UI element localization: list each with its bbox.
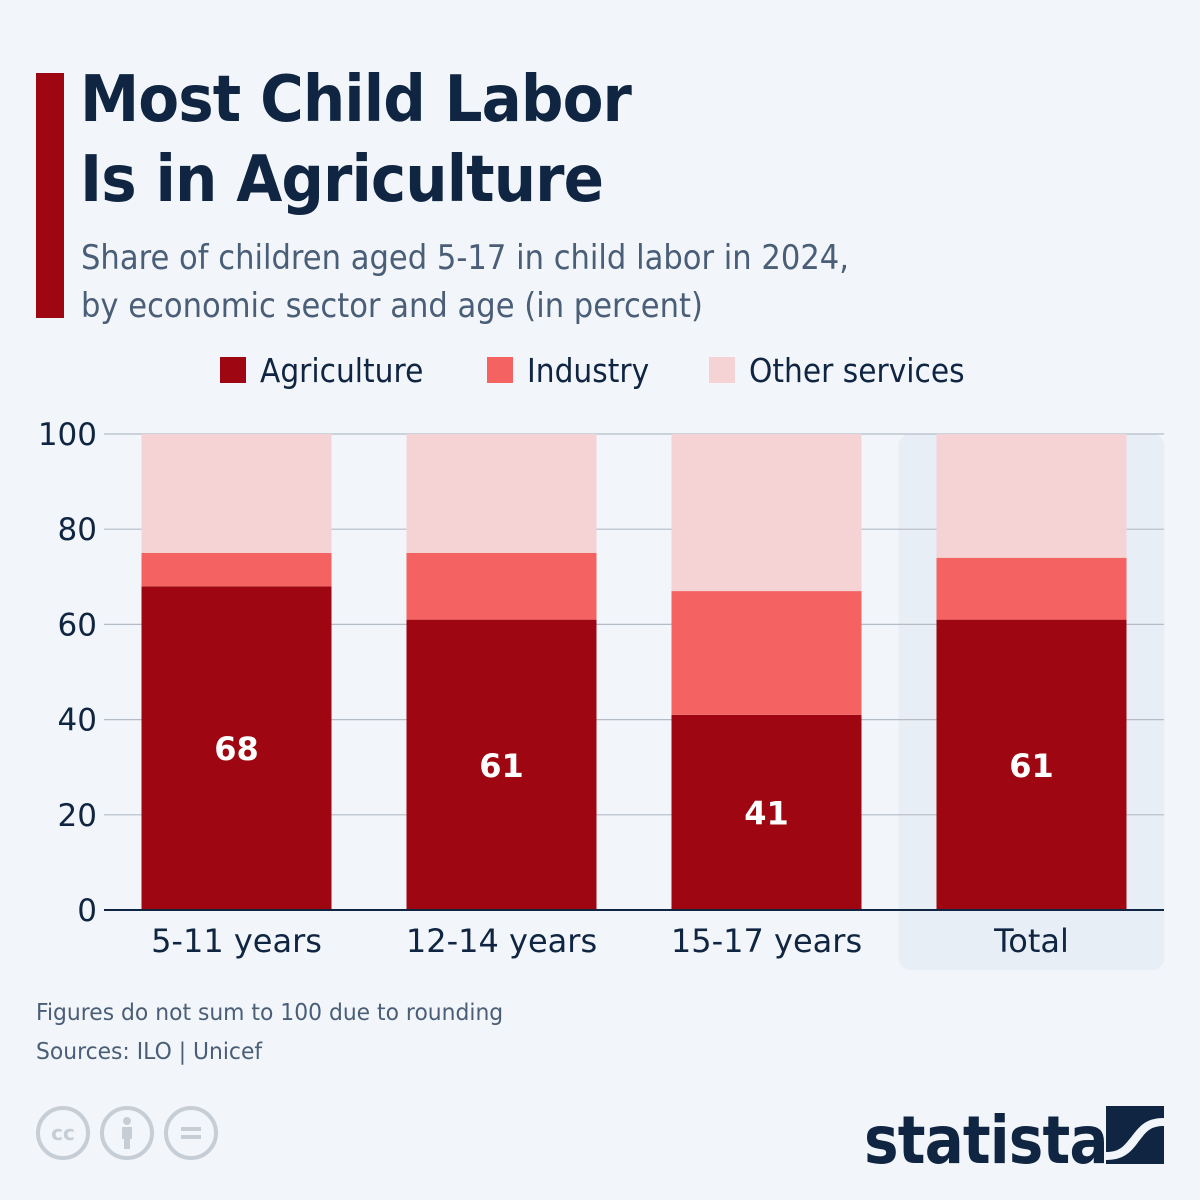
title-accent-bar xyxy=(36,73,64,318)
footnote: Figures do not sum to 100 due to roundin… xyxy=(36,1000,504,1026)
legend-swatch-other-services xyxy=(709,357,736,383)
legend-label: Agriculture xyxy=(260,350,424,390)
bar-segment-industry xyxy=(936,557,1127,620)
statista-logo-icon xyxy=(1106,1106,1164,1164)
chart-title: Most Child Labor Is in Agriculture xyxy=(80,63,632,217)
legend-swatch-industry xyxy=(487,357,514,383)
y-tick-label: 80 xyxy=(58,512,97,548)
bar-segment-other-services xyxy=(141,434,332,553)
y-tick-label: 100 xyxy=(38,417,97,453)
stacked-bar-chart: 0 20 40 60 80 100 68 5-11 years 61 12-14 years 41 1… xyxy=(38,417,1165,970)
y-tick-label: 0 xyxy=(77,893,97,929)
data-label: 61 xyxy=(479,747,524,785)
bar-segment-industry xyxy=(406,553,597,620)
bar-segment-agriculture xyxy=(141,586,332,910)
legend-swatch-agriculture xyxy=(220,357,246,383)
statista-brand[interactable]: statista xyxy=(864,1102,1164,1179)
bar-segment-industry xyxy=(141,553,332,587)
no-derivatives-icon[interactable] xyxy=(164,1106,218,1160)
bar-segment-other-services xyxy=(671,434,862,592)
bar-segment-other-services xyxy=(406,434,597,553)
bar-segment-agriculture xyxy=(936,619,1127,910)
y-tick-label: 20 xyxy=(58,798,97,834)
x-tick-label: 12-14 years xyxy=(406,922,597,960)
attribution-icon[interactable] xyxy=(100,1106,154,1160)
legend: Agriculture Industry Other services xyxy=(220,350,1035,390)
data-label: 68 xyxy=(214,730,259,768)
x-tick-label: 5-11 years xyxy=(151,922,322,960)
source-line: Sources: ILO | Unicef xyxy=(36,1039,263,1065)
chart-subtitle: Share of children aged 5-17 in child lab… xyxy=(81,238,850,326)
legend-label: Other services xyxy=(749,350,965,390)
data-label: 41 xyxy=(744,794,789,832)
y-tick-label: 60 xyxy=(58,607,97,643)
license-icons: cc xyxy=(36,1106,228,1160)
legend-label: Industry xyxy=(527,350,650,390)
equals-glyph xyxy=(181,1127,201,1139)
bar-segment-agriculture xyxy=(671,714,862,910)
statista-wordmark: statista xyxy=(864,1102,1109,1179)
cc-icon-text: cc xyxy=(51,1121,75,1145)
data-label: 61 xyxy=(1009,747,1054,785)
legend-item-agriculture: Agriculture xyxy=(220,351,441,390)
person-glyph xyxy=(122,1117,132,1149)
bar-segment-industry xyxy=(671,591,862,715)
x-tick-label: 15-17 years xyxy=(671,922,862,960)
bar-segment-agriculture xyxy=(406,619,597,910)
x-tick-label: Total xyxy=(993,922,1069,960)
y-tick-label: 40 xyxy=(58,703,97,739)
legend-item-industry: Industry xyxy=(487,351,663,390)
bar-segment-other-services xyxy=(936,434,1127,558)
legend-item-other-services: Other services xyxy=(709,351,989,390)
cc-icon[interactable]: cc xyxy=(36,1106,90,1160)
